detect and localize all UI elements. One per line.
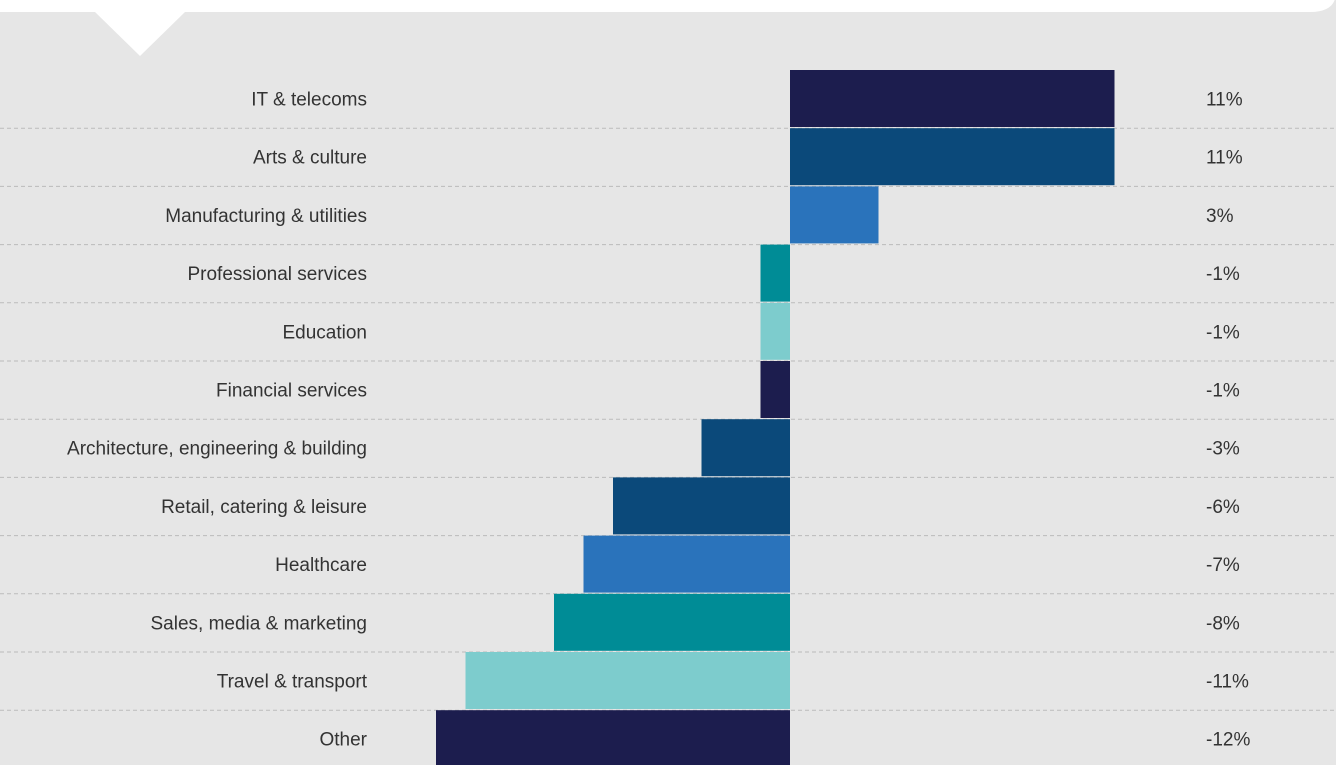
bar (760, 302, 790, 360)
bar (613, 477, 790, 535)
bar (436, 710, 790, 765)
category-label: Healthcare (275, 555, 367, 576)
value-label: -6% (1206, 497, 1240, 518)
bar (760, 361, 790, 418)
callout-shape (0, 0, 1336, 56)
category-label: Travel & transport (217, 672, 368, 693)
category-labels: IT & telecoms Arts & culture Manufacturing… (67, 90, 368, 751)
category-label: Architecture, engineering & building (67, 439, 367, 460)
value-label: -11% (1206, 672, 1249, 693)
bar (760, 244, 790, 302)
callout-banner (0, 0, 1336, 56)
category-label: Manufacturing & utilities (165, 206, 367, 227)
value-label: -1% (1206, 322, 1240, 343)
category-label: Education (282, 322, 367, 343)
bar (465, 652, 790, 709)
bar (583, 535, 790, 593)
bar (701, 419, 790, 477)
value-label: -1% (1206, 264, 1240, 285)
value-label: 11% (1206, 148, 1243, 169)
bar (554, 593, 790, 651)
value-label: -1% (1206, 381, 1240, 402)
value-label: -12% (1206, 730, 1250, 751)
category-label: IT & telecoms (251, 90, 367, 111)
bar (790, 70, 1115, 127)
bars-group (436, 70, 1115, 765)
category-label: Other (319, 730, 367, 751)
value-label: -8% (1206, 613, 1240, 634)
value-label: -3% (1206, 439, 1240, 460)
category-label: Financial services (216, 381, 367, 402)
category-label: Professional services (187, 264, 367, 285)
value-labels: 11% 11% 3% -1% -1% -1% -3% -6% -7% -8% -11% -12% (1206, 90, 1250, 751)
bar (790, 128, 1115, 186)
category-label: Arts & culture (253, 148, 367, 169)
bar (790, 186, 879, 244)
value-label: 3% (1206, 206, 1234, 227)
category-label: Retail, catering & leisure (161, 497, 367, 518)
category-label: Sales, media & marketing (151, 613, 368, 634)
value-label: 11% (1206, 90, 1243, 111)
value-label: -7% (1206, 555, 1240, 576)
